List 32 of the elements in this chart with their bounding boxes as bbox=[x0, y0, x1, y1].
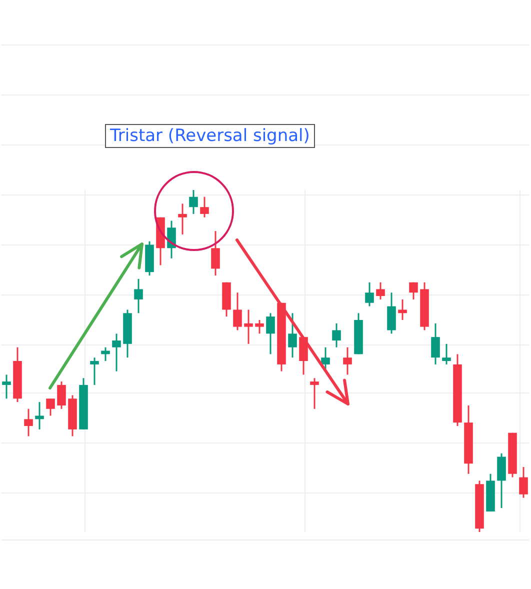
candlestick bbox=[343, 346, 352, 376]
candlestick bbox=[2, 374, 11, 400]
candlestick bbox=[431, 322, 440, 366]
candlestick bbox=[409, 282, 418, 300]
candlestick bbox=[255, 319, 264, 334]
candlestick bbox=[46, 398, 55, 416]
candlestick bbox=[167, 220, 176, 260]
candlestick bbox=[310, 377, 319, 410]
candlestick bbox=[332, 322, 341, 348]
candlestick bbox=[233, 292, 242, 331]
candlestick bbox=[90, 356, 99, 386]
candlestick bbox=[189, 190, 198, 215]
candlestick bbox=[398, 298, 407, 321]
candlestick bbox=[35, 401, 44, 430]
candlestick bbox=[519, 466, 528, 499]
candlestick bbox=[112, 332, 121, 372]
candlestick bbox=[134, 278, 143, 314]
candlestick bbox=[288, 312, 297, 358]
candlestick bbox=[24, 408, 33, 437]
candlestick bbox=[244, 308, 253, 345]
candlestick bbox=[178, 202, 187, 236]
candlestick bbox=[211, 230, 220, 276]
candlestick bbox=[442, 343, 451, 366]
candlestick bbox=[101, 346, 110, 362]
candlestick bbox=[376, 282, 385, 300]
candlestick bbox=[365, 282, 374, 308]
candlestick bbox=[200, 196, 209, 218]
candlestick bbox=[497, 452, 506, 509]
text: Tristar (Reversal signal) bbox=[105, 124, 315, 148]
candlestick bbox=[57, 380, 66, 410]
candlestick bbox=[387, 292, 396, 334]
candlestick bbox=[266, 312, 275, 355]
